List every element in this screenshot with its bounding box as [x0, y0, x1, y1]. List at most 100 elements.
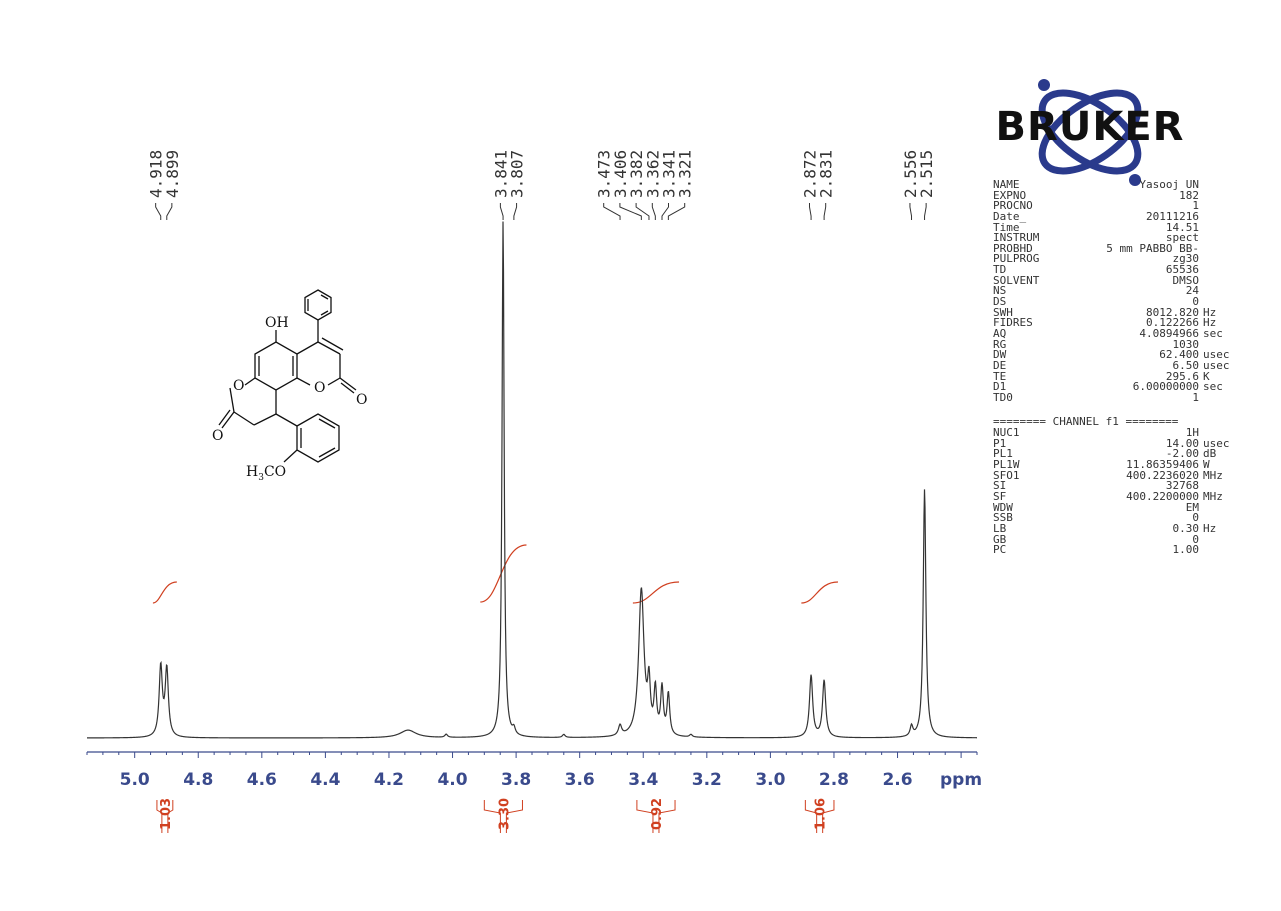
peak-label: 3.382	[627, 150, 646, 198]
parameter-name: TE	[993, 369, 1007, 383]
integral-bracket	[804, 800, 835, 833]
parameter-row: FIDRES 0.122266 Hz	[993, 318, 1223, 329]
parameter-row: DE 6.50 usec	[993, 358, 1230, 372]
parameter-name: Date_	[993, 209, 1027, 223]
spectrum-trace	[87, 221, 977, 739]
peak-label: 3.321	[676, 150, 695, 198]
ring-oxygen-label: O	[314, 380, 325, 396]
x-tick-label: 5.0	[120, 770, 150, 790]
lactone-oxygen-label: O	[233, 378, 244, 394]
x-tick-label: 4.6	[247, 770, 277, 790]
parameter-row: PROCNO 1	[993, 200, 1223, 212]
peak-label: 2.872	[800, 150, 819, 198]
parameter-name: TD0	[993, 390, 1013, 404]
parameter-value: 400.2236020	[1126, 468, 1199, 482]
x-tick-label: 4.4	[310, 770, 340, 790]
parameter-row: P1 14.00 usec	[993, 438, 1230, 450]
parameter-name: SWH	[993, 305, 1013, 319]
parameter-value: 14.51	[1165, 220, 1199, 234]
parameter-unit: K	[1203, 369, 1210, 383]
peak-label-connector	[808, 203, 812, 220]
peak-label-connector	[166, 203, 173, 220]
peak-label: 3.362	[643, 150, 662, 198]
parameter-value: 0	[1192, 511, 1199, 525]
acquisition-parameters-panel: NAME Yasooj UN EXPNO 182 PROCNO 1 Date_ 2011121…	[993, 179, 1230, 557]
peak-label-connector	[619, 203, 642, 220]
parameter-value: 1030	[1172, 337, 1200, 351]
integral-curve	[480, 544, 527, 603]
parameter-value: 5 mm PABBO BB-	[1106, 241, 1199, 255]
parameter-unit: Hz	[1203, 521, 1217, 535]
integral-value: 0.92	[650, 798, 665, 830]
parameter-value: 1	[1192, 390, 1199, 404]
parameter-name: SF	[993, 489, 1007, 503]
parameter-row: SFO1 400.2236020 MHz	[993, 468, 1223, 482]
parameter-row: GB 0	[993, 532, 1223, 546]
parameter-value: 6.50	[1172, 358, 1200, 372]
lactone-carbonyl-oxygen-label: O	[212, 428, 223, 444]
parameter-name: PC	[993, 543, 1007, 557]
parameter-row: SSB 0	[993, 511, 1223, 525]
parameter-name: TD	[993, 263, 1007, 277]
integral-curve	[632, 581, 680, 604]
parameter-value: 0.122266	[1146, 316, 1199, 330]
parameter-row: TD 65536	[993, 263, 1223, 277]
x-axis-ticks: 5.0 4.8 4.6 4.4 4.2 4.0 3.8 3.6 3.4 3.2 3.0 2.8 2.6	[86, 752, 978, 790]
parameter-value: 11.86359406	[1126, 458, 1199, 472]
parameter-name: PL1	[993, 447, 1013, 461]
channel-header: ======== CHANNEL f1 ========	[993, 415, 1179, 429]
parameter-row: D1 6.00000000 sec	[993, 380, 1223, 394]
peak-label-connector	[667, 203, 686, 220]
parameter-name: LB	[993, 521, 1007, 535]
parameter-row: EXPNO 182	[993, 188, 1223, 202]
parameter-row: NAME Yasooj UN	[993, 179, 1223, 191]
x-tick-label: 3.6	[565, 770, 595, 790]
parameter-unit: sec	[1203, 380, 1223, 394]
peak-label-connector	[651, 203, 656, 220]
parameter-name: SI	[993, 479, 1007, 493]
x-tick-label: 3.4	[628, 770, 658, 790]
parameter-unit: MHz	[1203, 489, 1223, 503]
integral-bracket	[636, 800, 676, 833]
parameter-value: 182	[1179, 188, 1199, 202]
integral-value: 3.30	[497, 798, 512, 830]
parameter-row: INSTRUM spect	[993, 231, 1223, 245]
parameter-row: SWH 8012.820 Hz	[993, 305, 1223, 319]
peak-label: 3.473	[595, 150, 614, 198]
parameter-value: spect	[1165, 231, 1199, 245]
peak-label-connector	[924, 203, 927, 220]
parameter-row: SOLVENT DMSO	[993, 275, 1223, 287]
peak-label: 4.918	[147, 150, 166, 198]
parameter-unit: W	[1203, 458, 1210, 472]
peak-label-connector	[909, 203, 913, 220]
parameter-row: NUC1 1H	[993, 427, 1223, 439]
parameter-unit: Hz	[1203, 316, 1217, 330]
peak-label-connector	[155, 203, 162, 220]
x-tick-label: 2.8	[819, 770, 849, 790]
peak-label: 3.341	[660, 150, 679, 198]
bruker-logo: BRUKER	[985, 70, 1195, 200]
parameter-row: PROBHD 5 mm PABBO BB-	[993, 241, 1223, 255]
parameter-row: NS 24	[993, 286, 1223, 297]
parameter-value: 6.00000000	[1132, 380, 1199, 394]
parameter-value: 295.6	[1165, 369, 1199, 383]
parameter-unit: usec	[1203, 436, 1230, 450]
parameter-row: DW 62.400 usec	[993, 349, 1230, 361]
parameter-value: 8012.820	[1146, 305, 1199, 319]
integral-bracket	[156, 800, 174, 833]
parameter-value: 0	[1192, 532, 1199, 546]
x-tick-label: 2.6	[882, 770, 912, 790]
parameter-row: PULPROG zg30	[993, 254, 1223, 265]
parameter-name: FIDRES	[993, 316, 1033, 330]
parameter-value: 0.30	[1172, 521, 1200, 535]
parameter-name: RG	[993, 337, 1007, 351]
brand-wordmark: BRUKER	[995, 104, 1185, 150]
parameter-value: 20111216	[1146, 209, 1199, 223]
parameter-unit: usec	[1203, 358, 1230, 372]
parameter-row: Date_ 20111216	[993, 209, 1223, 223]
parameter-name: PULPROG	[993, 252, 1040, 266]
parameter-row: TE 295.6 K	[993, 369, 1223, 383]
x-tick-label: 4.2	[374, 770, 404, 790]
integral-value: 1.03	[159, 798, 174, 830]
